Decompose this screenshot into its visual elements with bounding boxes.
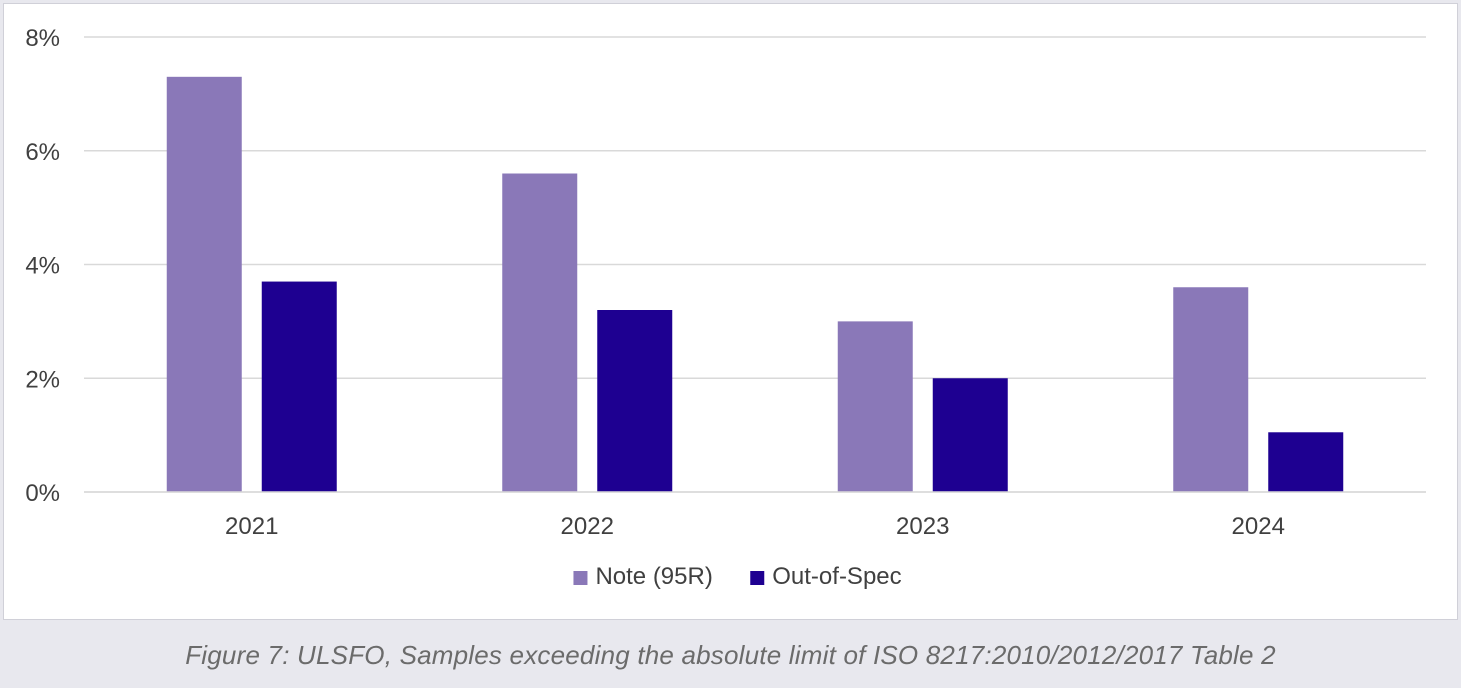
bar-note-2024	[1173, 287, 1249, 492]
y-tick-label: 4%	[25, 253, 60, 280]
bar-note-2022	[502, 173, 578, 492]
y-tick-label: 8%	[25, 25, 60, 52]
y-tick-label: 2%	[25, 366, 60, 393]
bar-out-of-spec-2023	[932, 378, 1008, 492]
legend-label-out-of-spec: Out-of-Spec	[772, 563, 901, 590]
legend-swatch-out-of-spec	[750, 571, 765, 585]
x-tick-label: 2022	[561, 513, 614, 540]
bar-note-2023	[837, 321, 913, 492]
bar-out-of-spec-2021	[261, 281, 337, 492]
chart-panel: 0% 2% 4% 6% 8% 2021 2022 2023 2024 Note (95R) Out-…	[3, 3, 1458, 620]
legend-swatch-note	[573, 571, 588, 585]
bar-out-of-spec-2024	[1268, 432, 1344, 492]
x-tick-label: 2023	[896, 513, 949, 540]
bar-out-of-spec-2022	[597, 310, 673, 492]
y-tick-label: 6%	[25, 139, 60, 166]
legend-label-note: Note (95R)	[595, 563, 712, 590]
bar-chart: 0% 2% 4% 6% 8% 2021 2022 2023 2024 Note (95R) Out-…	[25, 25, 1426, 590]
x-tick-label: 2024	[1232, 513, 1285, 540]
bar-note-2021	[166, 76, 242, 492]
figure-caption: Figure 7: ULSFO, Samples exceeding the a…	[185, 640, 1276, 670]
x-tick-label: 2021	[225, 513, 278, 540]
y-tick-label: 0%	[25, 480, 60, 507]
